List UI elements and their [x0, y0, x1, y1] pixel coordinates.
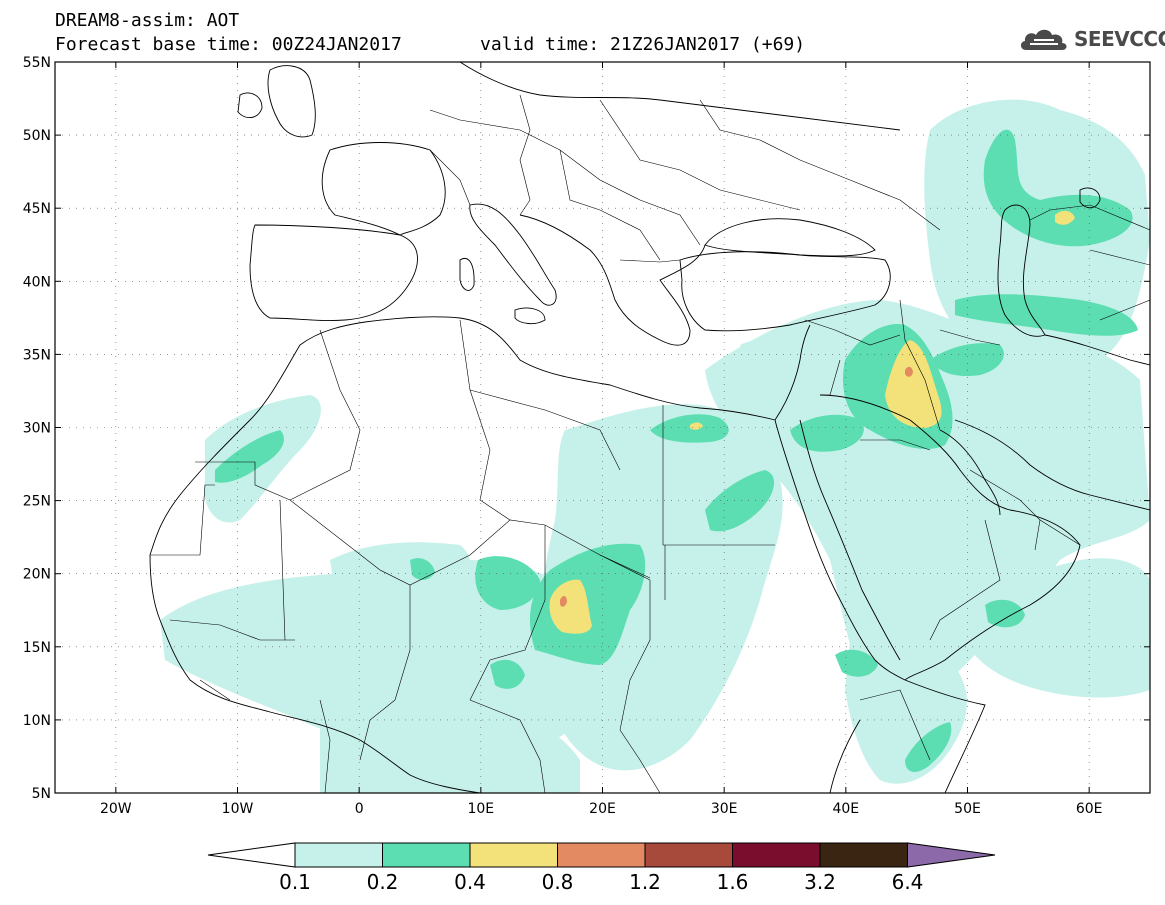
colorbar-below-arrow — [207, 842, 296, 868]
lat-tick-label: 50N — [23, 128, 51, 144]
longitude-axis: 20W 10W 0 10E 20E 30E 40E 50E 60E — [100, 62, 1103, 817]
colorbar-swatch — [557, 842, 646, 868]
colorbar-label: 0.4 — [454, 870, 486, 894]
lat-tick-label: 5N — [32, 786, 51, 802]
lon-tick-label: 30E — [711, 801, 738, 817]
colorbar-label: 0.1 — [279, 870, 311, 894]
colorbar-label: 0.8 — [542, 870, 574, 894]
lat-tick-label: 40N — [23, 274, 51, 290]
lat-tick-label: 25N — [23, 494, 51, 510]
lat-tick-label: 15N — [23, 640, 51, 656]
colorbar-swatch — [469, 842, 558, 868]
colorbar-swatch — [382, 842, 471, 868]
colorbar-swatch — [644, 842, 733, 868]
colorbar-label: 6.4 — [892, 870, 924, 894]
valid-time: valid time: 21Z26JAN2017 (+69) — [480, 34, 806, 55]
lat-tick-label: 35N — [23, 347, 51, 363]
map-title: DREAM8-assim: AOT — [55, 10, 240, 31]
aot-level-0-8 — [560, 366, 913, 607]
forecast-base-time: Forecast base time: 00Z24JAN2017 — [55, 34, 402, 55]
lat-tick-label: 20N — [23, 567, 51, 583]
country-borders — [150, 94, 1150, 793]
colorbar-swatch — [294, 842, 383, 868]
lon-tick-label: 60E — [1076, 801, 1103, 817]
colorbar-label: 3.2 — [804, 870, 836, 894]
aot-level-0-4 — [549, 210, 1075, 634]
lat-tick-label: 45N — [23, 201, 51, 217]
latitude-axis: 55N 50N 45N 40N 35N 30N 25N 20N 15N 10N 5N — [23, 55, 1150, 802]
lat-tick-label: 55N — [23, 55, 51, 71]
logo-text: SEEVCCC — [1074, 27, 1165, 51]
map-grid — [55, 62, 1150, 793]
colorbar-label: 0.2 — [367, 870, 399, 894]
lon-tick-label: 40E — [832, 801, 859, 817]
lon-tick-label: 10E — [467, 801, 494, 817]
lon-tick-label: 50E — [954, 801, 981, 817]
seevccc-logo: SEEVCCC — [1018, 24, 1165, 54]
colorbar-swatch — [819, 842, 908, 868]
coastlines — [149, 62, 1150, 793]
colorbar-above-arrow — [907, 842, 996, 868]
lat-tick-label: 30N — [23, 421, 51, 437]
aot-field — [160, 99, 1150, 793]
lon-tick-label: 10W — [222, 801, 254, 817]
cloud-logo-icon — [1020, 29, 1067, 50]
lon-tick-label: 20W — [100, 801, 132, 817]
colorbar: 0.1 0.2 0.4 0.8 1.2 1.6 3.2 6.4 — [207, 842, 996, 894]
lat-tick-label: 10N — [23, 713, 51, 729]
colorbar-swatch — [732, 842, 821, 868]
colorbar-label: 1.6 — [717, 870, 749, 894]
lon-tick-label: 20E — [589, 801, 616, 817]
lon-tick-label: 0 — [355, 801, 364, 817]
colorbar-label: 1.2 — [629, 870, 661, 894]
